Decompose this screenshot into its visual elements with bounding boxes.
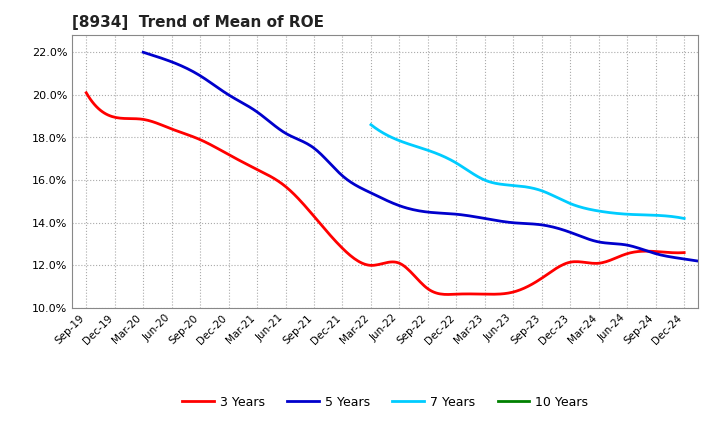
3 Years	[82, 90, 91, 95]
3 Years	[84, 93, 93, 99]
Line: 3 Years: 3 Years	[86, 93, 684, 294]
7 Years	[631, 212, 639, 217]
3 Years	[450, 292, 459, 297]
7 Years	[552, 194, 561, 200]
7 Years	[650, 213, 659, 218]
5 Years	[495, 218, 503, 224]
7 Years	[558, 198, 567, 203]
5 Years	[139, 50, 148, 55]
3 Years	[444, 292, 452, 297]
Line: 7 Years: 7 Years	[371, 125, 684, 219]
Text: [8934]  Trend of Mean of ROE: [8934] Trend of Mean of ROE	[72, 15, 324, 30]
3 Years	[588, 260, 596, 266]
7 Years	[366, 122, 375, 127]
7 Years	[680, 216, 688, 221]
3 Years	[680, 250, 688, 255]
5 Years	[492, 218, 501, 223]
5 Years	[141, 50, 150, 55]
Legend: 3 Years, 5 Years, 7 Years, 10 Years: 3 Years, 5 Years, 7 Years, 10 Years	[177, 391, 593, 414]
3 Years	[436, 291, 444, 297]
5 Years	[505, 220, 513, 225]
Line: 5 Years: 5 Years	[143, 52, 720, 267]
7 Years	[553, 195, 562, 200]
3 Years	[438, 292, 446, 297]
5 Years	[681, 257, 690, 262]
5 Years	[643, 248, 652, 253]
7 Years	[368, 123, 377, 128]
3 Years	[626, 250, 634, 256]
